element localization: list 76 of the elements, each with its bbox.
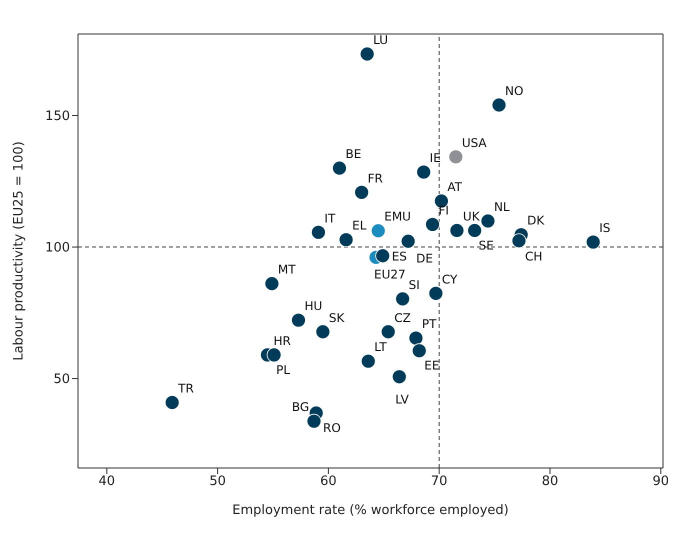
annotation: FR: [368, 171, 383, 186]
point: [480, 214, 496, 228]
annotation: CY: [442, 272, 458, 286]
point: [315, 324, 330, 340]
point: [425, 217, 440, 232]
point: [380, 324, 396, 340]
annotation: PT: [422, 317, 438, 332]
annotation: RO: [322, 421, 341, 436]
x-tick-label: 80: [542, 474, 558, 490]
annotation: EMU: [384, 210, 411, 224]
annotation: PL: [276, 362, 290, 377]
annotation: CZ: [394, 310, 411, 325]
point: [360, 46, 375, 62]
point: [306, 414, 322, 429]
point: [360, 354, 376, 369]
x-tick-label: 70: [430, 474, 448, 490]
annotation: SE: [478, 238, 494, 252]
point: [586, 234, 601, 250]
annotation: BE: [345, 147, 362, 162]
x-tick-label: 40: [98, 474, 116, 490]
point: [392, 369, 407, 384]
y-axis-title: Labour productivity (EU25 = 100): [12, 141, 27, 361]
annotation: SI: [408, 278, 420, 292]
annotation: IT: [324, 211, 336, 226]
annotation: CH: [524, 250, 542, 264]
annotation: EL: [352, 218, 367, 233]
annotation: LU: [373, 32, 388, 47]
annotation: BG: [292, 400, 310, 414]
point: [370, 223, 386, 238]
x-tick-label: 50: [209, 474, 226, 490]
annotation: NO: [505, 84, 524, 98]
point: [164, 395, 180, 410]
annotation: LV: [395, 392, 410, 407]
annotation: EE: [424, 358, 440, 373]
point: [375, 248, 390, 264]
annotation: SK: [328, 310, 346, 325]
point: [395, 291, 410, 306]
point: [467, 223, 482, 238]
annotation: HR: [273, 334, 291, 348]
point: [266, 347, 282, 362]
annotation: UK: [462, 209, 481, 224]
point: [492, 98, 506, 112]
annotation: AT: [447, 180, 463, 194]
annotation: FI: [438, 203, 449, 218]
point: [264, 276, 280, 292]
annotation: NL: [494, 200, 510, 214]
annotation: ES: [392, 250, 407, 264]
x-tick-label: 60: [320, 474, 337, 490]
point: [400, 234, 416, 249]
annotation: IS: [599, 221, 610, 236]
annotation: MT: [278, 262, 296, 277]
point: [412, 343, 427, 358]
point: [428, 286, 444, 301]
point: [448, 149, 464, 164]
annotation: IE: [430, 151, 441, 166]
y-tick-label: 50: [53, 372, 70, 388]
x-axis-title: Employment rate (% workforce employed): [232, 503, 509, 518]
point: [354, 184, 370, 200]
point: [416, 164, 432, 180]
annotation: TR: [177, 382, 194, 396]
y-tick-label: 100: [45, 240, 70, 256]
point: [332, 160, 347, 176]
annotation: DE: [416, 251, 433, 266]
annotation: USA: [462, 136, 488, 150]
x-tick-label: 90: [652, 474, 670, 490]
y-tick-label: 150: [45, 109, 70, 124]
annotation: LT: [374, 340, 388, 354]
point: [338, 232, 354, 248]
point: [311, 224, 326, 240]
annotation: EU27: [374, 267, 406, 282]
point: [512, 233, 526, 248]
annotation: HU: [304, 299, 322, 314]
annotation: DK: [527, 214, 546, 228]
point: [408, 330, 424, 346]
point: [291, 312, 306, 328]
point: [450, 223, 464, 238]
